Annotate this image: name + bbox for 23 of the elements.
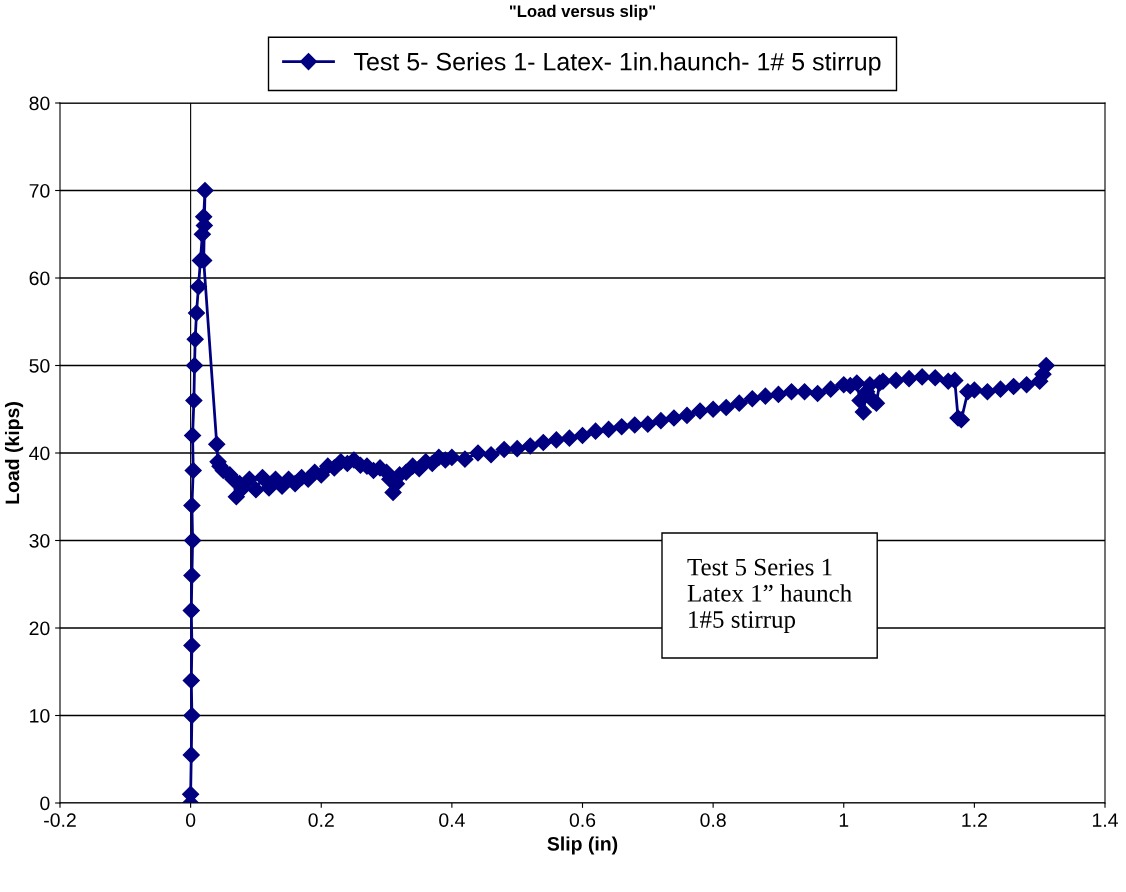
- x-tick-label: 0.6: [569, 813, 596, 827]
- x-tick-label: 0.4: [439, 813, 465, 827]
- y-tick-label: 80: [29, 96, 50, 111]
- legend-label: Test 5- Series 1- Latex- 1in.haunch- 1# 5 stirrup: [354, 52, 881, 76]
- x-tick-label: 0: [185, 813, 196, 827]
- x-tick-label: 1: [839, 813, 849, 827]
- x-axis-title: Slip (in): [547, 836, 618, 855]
- x-tick-label: 0.2: [308, 813, 334, 827]
- chart-title: "Load versus slip": [509, 4, 656, 21]
- y-tick-label: 30: [29, 533, 50, 548]
- y-tick-label: 70: [29, 183, 50, 198]
- y-axis-title: Load (kips): [4, 402, 24, 504]
- y-tick-label: 20: [29, 621, 50, 636]
- x-tick-label: -0.2: [44, 813, 76, 827]
- y-tick-label: 40: [29, 446, 50, 461]
- y-tick-label: 10: [30, 708, 50, 723]
- x-tick-label: 0.8: [700, 813, 726, 827]
- x-tick-label: 1.4: [1092, 813, 1118, 827]
- y-tick-label: 0: [40, 796, 50, 811]
- annotation: Test 5 Series 1 Latex 1” haunch 1#5 stirrup: [687, 558, 852, 633]
- y-tick-label: 50: [29, 358, 50, 373]
- x-tick-label: 1.2: [962, 813, 987, 827]
- y-tick-label: 60: [29, 271, 50, 286]
